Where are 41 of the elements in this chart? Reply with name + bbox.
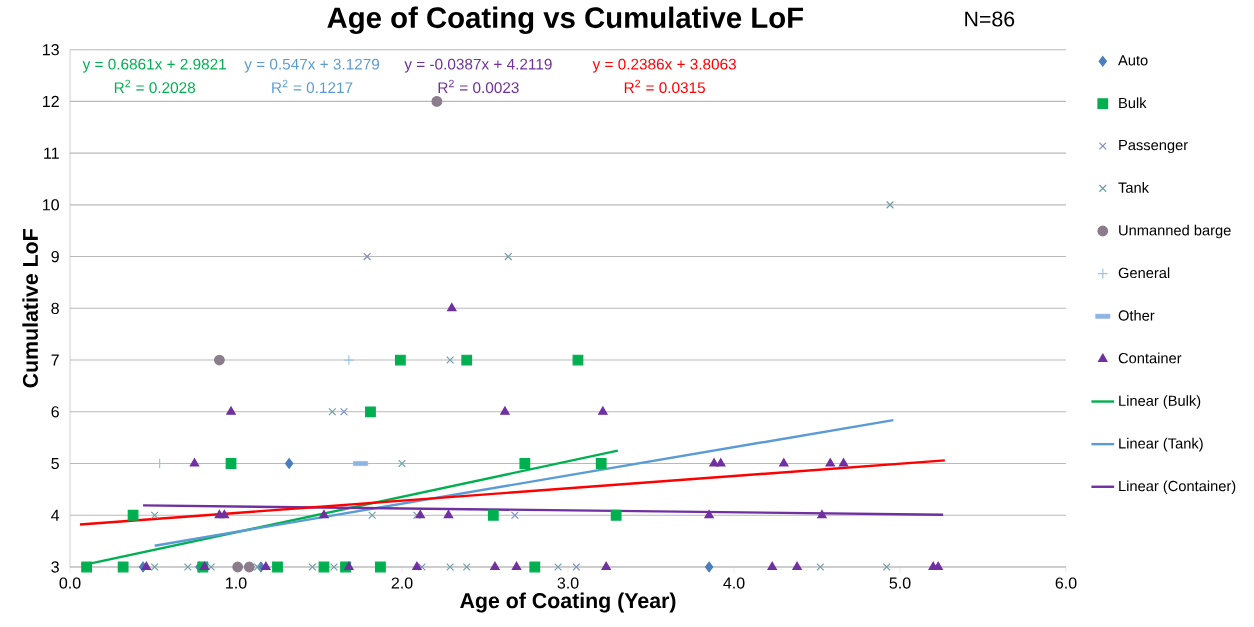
x-tick-label: 4.0 (723, 577, 745, 589)
y-tick-label: 11 (44, 147, 59, 159)
y-axis-title: Cumulative LoF (22, 229, 38, 388)
annotation: R$^{2}$ = 0.0315 (624, 79, 705, 94)
y-tick-label: 5 (51, 457, 59, 470)
annotation: y = 0.547x + 3.1279 (244, 58, 380, 73)
annotation: y = 0.6861x + 2.9821 (82, 58, 226, 73)
legend-label: Bulk (1119, 97, 1147, 109)
y-tick-label: 8 (51, 302, 59, 314)
legend-label: Linear (Tank) (1119, 437, 1203, 452)
legend-label: General (1118, 267, 1170, 279)
legend-label: Unmanned barge (1119, 224, 1231, 239)
legend-label: Auto (1118, 55, 1148, 66)
y-tick-label: 10 (43, 199, 59, 211)
y-tick-label: 13 (43, 44, 59, 56)
x-tick-label: 1.0 (226, 577, 247, 589)
y-tick-label: 9 (51, 250, 59, 263)
chart-title: Age of Coating vs Cumulative LoF (327, 6, 804, 35)
x-tick-label: 6.0 (1055, 577, 1077, 589)
x-tick-label: 2.0 (391, 577, 413, 589)
y-tick-label: 6 (51, 406, 59, 418)
x-tick-label: 0.0 (59, 577, 81, 589)
annotation: R$^{2}$ = 0.1217 (272, 79, 353, 94)
legend-label: Linear (Container) (1119, 480, 1236, 495)
text: N=86 (965, 11, 1015, 27)
annotation: R$^{2}$ = 0.2028 (114, 79, 196, 94)
y-tick-label: 7 (51, 354, 59, 366)
annotation: y = 0.2386x + 3.8063 (592, 58, 736, 73)
y-tick-label: 4 (51, 509, 60, 521)
annotation: y = -0.0387x + 4.2119 (404, 58, 552, 73)
y-tick-label: 3 (51, 561, 59, 573)
x-axis-title: Age of Coating (Year) (460, 592, 676, 613)
legend-label: Passenger (1119, 139, 1188, 154)
legend-label: Container (1118, 352, 1182, 364)
annotation: R$^{2}$ = 0.0023 (438, 79, 519, 94)
legend-label: Linear (Bulk) (1119, 395, 1201, 409)
x-tick-label: 3.0 (557, 577, 579, 589)
legend-label: Other (1118, 309, 1155, 321)
legend-label: Tank (1118, 182, 1150, 193)
x-tick-label: 5.0 (889, 577, 911, 589)
y-tick-label: 12 (43, 95, 59, 107)
